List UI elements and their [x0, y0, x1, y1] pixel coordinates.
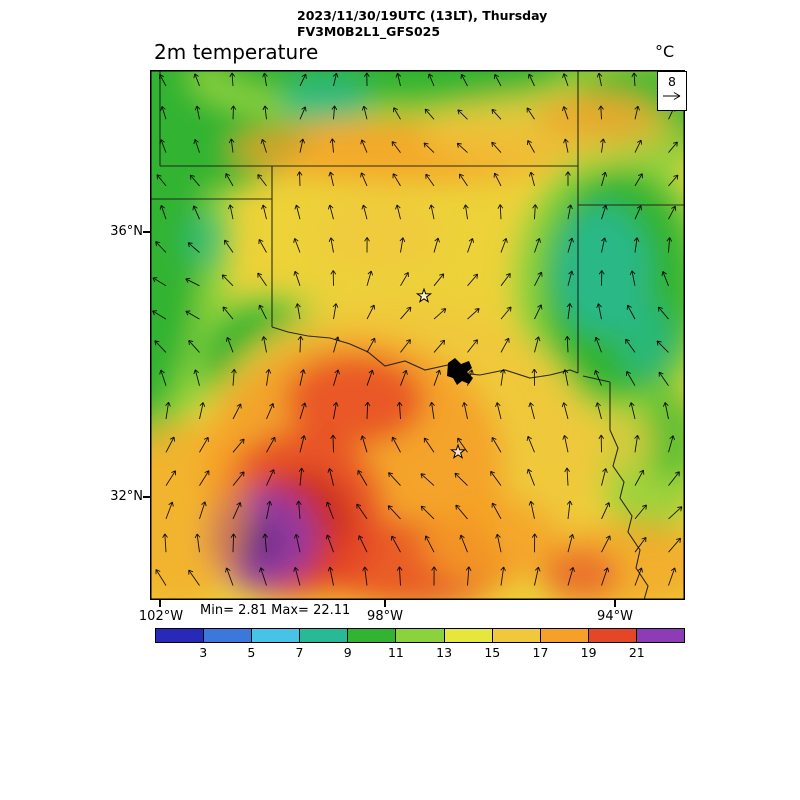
- colorbar-segment: [635, 629, 685, 642]
- colorbar-tick-label: 9: [343, 645, 352, 660]
- colorbar-segment: [347, 629, 396, 642]
- wind-arrows: [152, 72, 683, 586]
- header-block: 2023/11/30/19UTC (13LT), Thursday FV3M0B…: [297, 8, 547, 39]
- city-star-marker: [415, 287, 433, 303]
- temperature-map: [150, 70, 685, 600]
- colorbar-segment: [539, 629, 588, 642]
- colorbar-tick-label: 15: [484, 645, 501, 660]
- reference-vector-value: 8: [668, 74, 676, 89]
- lon-label-94w: 94°W: [597, 609, 633, 624]
- colorbar-segment: [395, 629, 444, 642]
- colorbar-segment: [443, 629, 492, 642]
- colorbar-tick-label: 19: [580, 645, 597, 660]
- model-title: FV3M0B2L1_GFS025: [297, 23, 441, 39]
- lon-tick-98w: [384, 600, 386, 607]
- colorbar-segment: [587, 629, 636, 642]
- lake-shape: [447, 358, 473, 385]
- lon-label-102w: 102°W: [138, 609, 184, 624]
- colorbar-segment: [251, 629, 300, 642]
- lon-tick-94w: [614, 600, 616, 607]
- lat-tick-32n: [143, 496, 150, 498]
- colorbar: [155, 628, 685, 643]
- map-canvas: [150, 70, 685, 600]
- lon-tick-102w: [159, 600, 161, 607]
- city-star-marker: [449, 443, 467, 459]
- reference-vector-arrow-icon: [663, 92, 681, 100]
- colorbar-tick-label: 11: [387, 645, 404, 660]
- colorbar-segment: [299, 629, 348, 642]
- colorbar-tick-label: 7: [295, 645, 304, 660]
- colorbar-tick-label: 21: [628, 645, 645, 660]
- colorbar-ticks: 3 5 7 9 11 13 15 17 19 21: [155, 645, 685, 661]
- colorbar-segment: [156, 629, 204, 642]
- colorbar-tick-label: 3: [199, 645, 208, 660]
- valid-time-title: 2023/11/30/19UTC (13LT), Thursday: [297, 8, 548, 23]
- lat-label-36n: 36°N: [110, 224, 143, 239]
- colorbar-tick-label: 17: [532, 645, 549, 660]
- colorbar-tick-label: 13: [436, 645, 453, 660]
- lat-label-32n: 32°N: [110, 489, 143, 504]
- colorbar-segment: [491, 629, 540, 642]
- colorbar-segment: [203, 629, 252, 642]
- lat-tick-36n: [143, 231, 150, 233]
- colorbar-tick-label: 5: [247, 645, 256, 660]
- units-label: °C: [655, 42, 675, 61]
- reference-vector-box: 8: [657, 71, 687, 111]
- state-borders: [150, 70, 685, 600]
- lon-label-98w: 98°W: [367, 609, 403, 624]
- min-max-stats: Min= 2.81 Max= 22.11: [200, 603, 351, 618]
- map-frame: [150, 70, 685, 600]
- plot-title: 2m temperature: [154, 40, 319, 64]
